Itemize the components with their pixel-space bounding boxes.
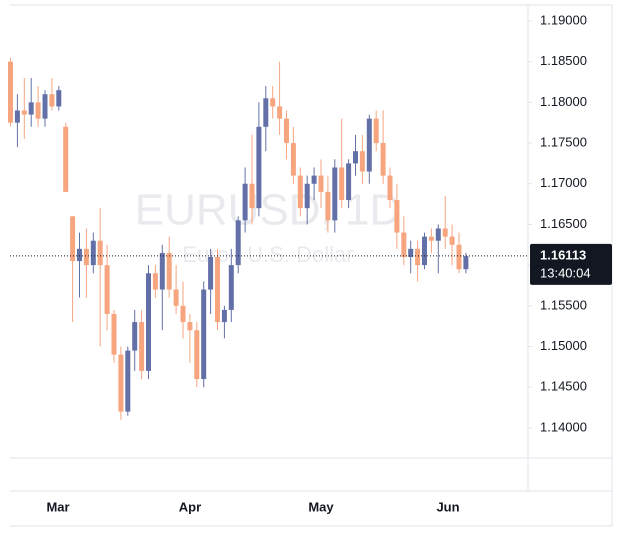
candle-body bbox=[56, 90, 62, 107]
candle-body bbox=[139, 322, 145, 371]
candle-body bbox=[111, 313, 117, 355]
candle-body bbox=[21, 110, 27, 115]
candle-body bbox=[35, 102, 41, 119]
candle-body bbox=[187, 322, 193, 331]
last-price-label: 1.16113 bbox=[540, 247, 586, 262]
watermark-title: EURUSD, 1D bbox=[135, 186, 402, 235]
y-tick-label: 1.17500 bbox=[540, 134, 587, 149]
candle-body bbox=[463, 256, 469, 270]
candle-body bbox=[318, 175, 324, 192]
candle-body bbox=[118, 354, 124, 412]
x-tick-label: May bbox=[308, 499, 334, 514]
candle-body bbox=[242, 183, 248, 221]
candle-body bbox=[14, 110, 20, 123]
candle-body bbox=[442, 228, 448, 237]
candle-body bbox=[387, 175, 393, 201]
candle-body bbox=[449, 236, 455, 245]
candle-body bbox=[166, 252, 172, 290]
candle-body bbox=[49, 94, 55, 107]
candle-body bbox=[194, 330, 200, 380]
candle-body bbox=[8, 61, 13, 123]
y-tick-label: 1.15000 bbox=[540, 338, 587, 353]
candle-body bbox=[104, 265, 110, 314]
candle-body bbox=[359, 151, 365, 172]
candle-body bbox=[380, 143, 386, 176]
candle-body bbox=[366, 118, 372, 172]
candle-body bbox=[173, 289, 179, 306]
candle-body bbox=[346, 163, 352, 201]
candle-body bbox=[290, 143, 296, 176]
candle-body bbox=[228, 265, 234, 310]
candle-body bbox=[42, 94, 48, 119]
y-tick-label: 1.14000 bbox=[540, 419, 587, 434]
y-tick-label: 1.19000 bbox=[540, 12, 587, 27]
candle-body bbox=[325, 191, 331, 221]
candle-body bbox=[146, 273, 151, 371]
y-tick-label: 1.18000 bbox=[540, 94, 587, 109]
candle-body bbox=[353, 151, 358, 164]
candle-body bbox=[215, 256, 220, 323]
candle-body bbox=[125, 350, 131, 412]
candle-body bbox=[270, 98, 276, 107]
candle-body bbox=[401, 232, 407, 257]
candle-body bbox=[394, 200, 400, 233]
candle-body bbox=[83, 248, 89, 266]
last-price-box bbox=[530, 243, 612, 285]
candle-body bbox=[77, 248, 82, 262]
candle-body bbox=[277, 106, 283, 119]
x-tick-label: Apr bbox=[179, 499, 201, 514]
y-tick-label: 1.17000 bbox=[540, 175, 587, 190]
candle-body bbox=[408, 248, 414, 257]
candle-body bbox=[415, 248, 421, 266]
candle-body bbox=[70, 216, 76, 262]
candle-body bbox=[249, 183, 255, 209]
candle-body bbox=[284, 118, 289, 144]
candle-body bbox=[28, 102, 34, 115]
candle-body bbox=[263, 98, 269, 127]
candle-body bbox=[428, 236, 434, 241]
watermark-subtitle: Euro / U.S. Dollar bbox=[182, 242, 353, 267]
candle-body bbox=[311, 175, 317, 184]
candle-body bbox=[152, 273, 158, 290]
candle-body bbox=[332, 167, 338, 221]
candle-body bbox=[159, 252, 165, 290]
candle-body bbox=[97, 240, 103, 266]
candle-body bbox=[256, 126, 262, 209]
candle-body bbox=[201, 289, 207, 380]
candle-body bbox=[221, 309, 227, 323]
y-tick-label: 1.18500 bbox=[540, 53, 587, 68]
x-tick-label: Jun bbox=[436, 499, 459, 514]
candle-body bbox=[208, 256, 214, 290]
x-tick-label: Mar bbox=[46, 499, 69, 514]
candle-body bbox=[373, 118, 379, 144]
candle-body bbox=[180, 305, 186, 323]
candle-body bbox=[456, 244, 462, 270]
y-tick-label: 1.15500 bbox=[540, 297, 587, 312]
y-tick-label: 1.16500 bbox=[540, 216, 587, 231]
countdown-label: 13:40:04 bbox=[540, 265, 591, 280]
candle-body bbox=[132, 322, 138, 351]
candle-body bbox=[435, 228, 441, 241]
candle-body bbox=[235, 220, 241, 266]
y-tick-label: 1.14500 bbox=[540, 379, 587, 394]
candle-body bbox=[304, 183, 310, 209]
candle-body bbox=[297, 175, 303, 209]
candle-body bbox=[422, 236, 427, 266]
candle-body bbox=[90, 240, 96, 266]
candle-body bbox=[63, 126, 69, 192]
candle-body bbox=[339, 167, 345, 201]
